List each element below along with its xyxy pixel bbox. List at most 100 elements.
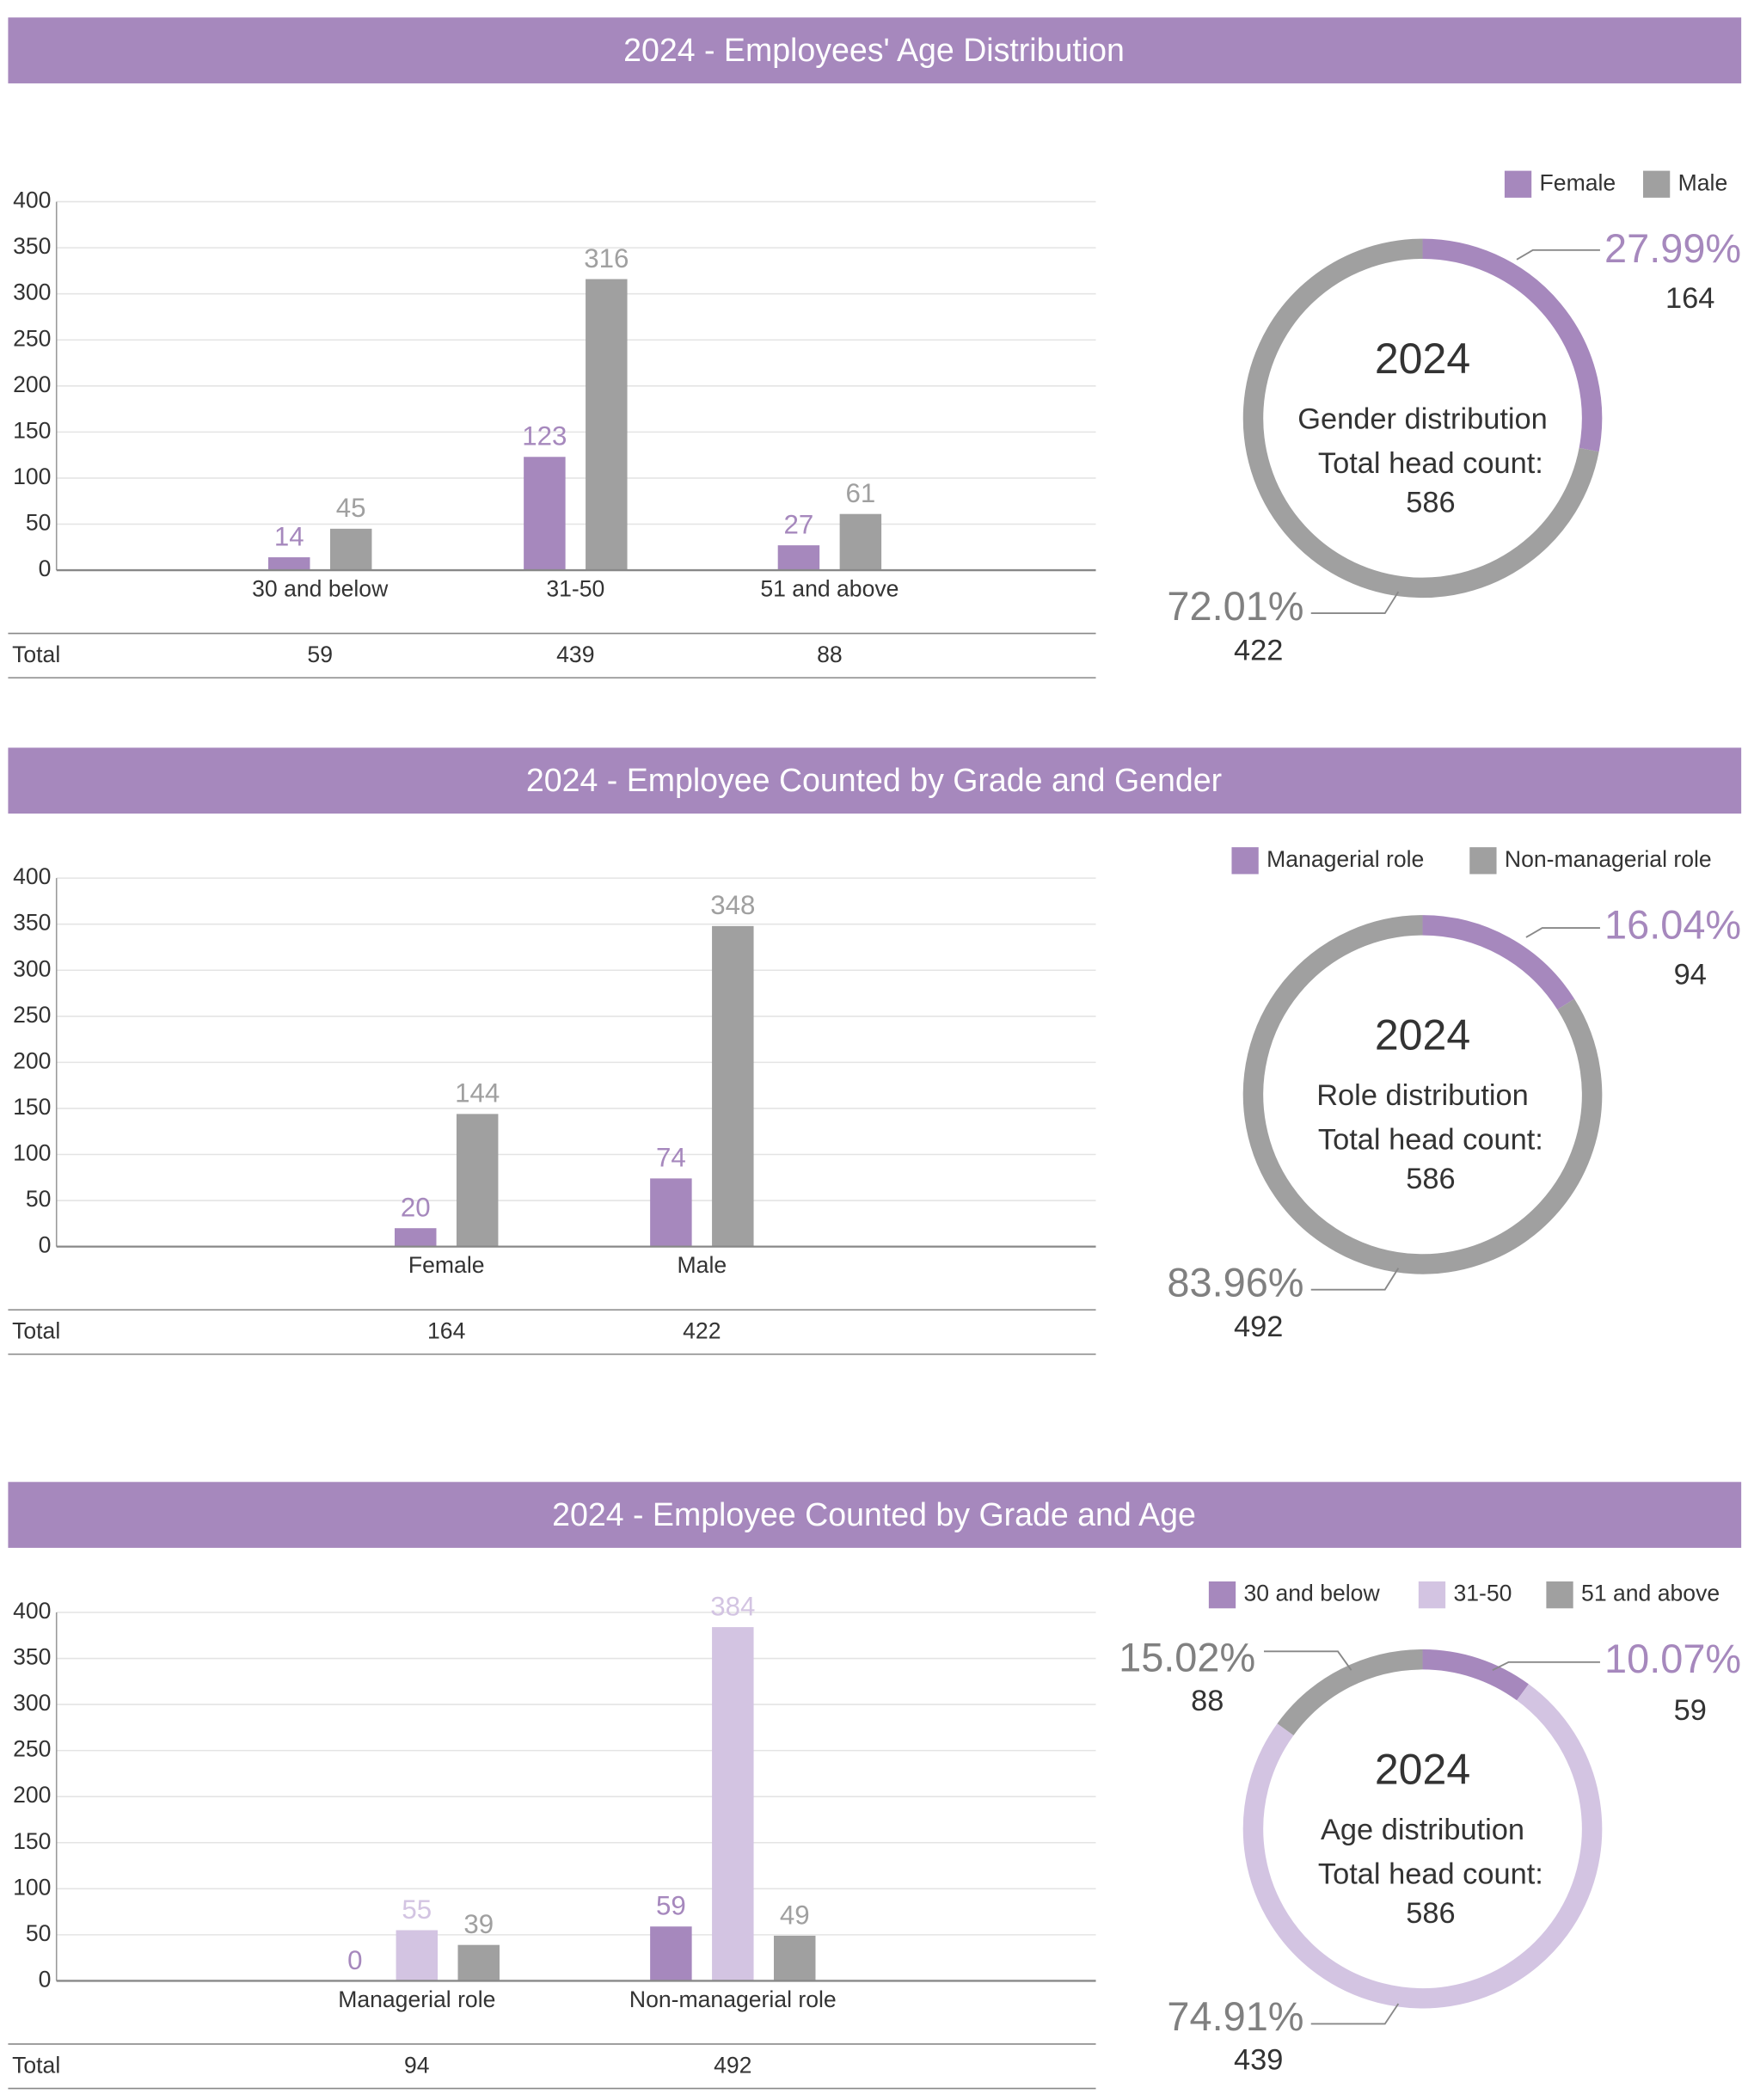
bar-value-label: 61 xyxy=(845,478,875,508)
y-tick-label: 150 xyxy=(13,417,51,443)
center-title: 2024 xyxy=(1375,1745,1470,1793)
bar-value-label: 39 xyxy=(463,1909,494,1939)
section-title: 2024 - Employees' Age Distribution xyxy=(623,32,1125,68)
bar xyxy=(586,279,628,571)
leader-line xyxy=(1525,927,1600,938)
leader-line xyxy=(1310,1268,1400,1291)
bar-value-label: 49 xyxy=(780,1900,810,1930)
percent-label: 83.96% xyxy=(1167,1260,1303,1305)
total-value: 492 xyxy=(714,2053,751,2079)
y-tick-label: 0 xyxy=(39,556,52,581)
bar-value-label: 55 xyxy=(402,1894,432,1925)
bar-value-label: 14 xyxy=(274,521,304,551)
total-value: 88 xyxy=(817,642,843,667)
bar xyxy=(456,1114,499,1247)
legend-swatch xyxy=(1231,847,1259,875)
percent-label: 74.91% xyxy=(1167,1994,1303,2039)
bar xyxy=(650,1926,692,1981)
bar xyxy=(396,1930,439,1981)
section-header xyxy=(8,747,1742,814)
total-value: 94 xyxy=(404,2053,430,2079)
donut-slice xyxy=(1422,915,1575,1010)
center-title: 2024 xyxy=(1375,1010,1470,1059)
legend-swatch xyxy=(1504,170,1532,198)
y-tick-label: 0 xyxy=(39,1232,52,1258)
x-tick-label: Female xyxy=(408,1252,485,1278)
legend-label: Non-managerial role xyxy=(1505,846,1712,872)
total-value: 59 xyxy=(307,642,333,667)
total-value: 439 xyxy=(556,642,594,667)
bar-value-label: 27 xyxy=(784,509,814,539)
y-tick-label: 250 xyxy=(13,325,51,351)
bar-value-label: 74 xyxy=(656,1143,686,1173)
y-tick-label: 150 xyxy=(13,1828,51,1854)
y-tick-label: 100 xyxy=(13,1140,51,1166)
y-tick-label: 250 xyxy=(13,1736,51,1762)
center-label: Age distribution xyxy=(1321,1814,1524,1846)
percent-label: 15.02% xyxy=(1119,1636,1255,1680)
bar-value-label: 0 xyxy=(347,1945,362,1975)
leader-line xyxy=(1492,1661,1600,1672)
bar-value-label: 123 xyxy=(522,421,567,451)
bar-value-label: 384 xyxy=(710,1591,755,1621)
legend-swatch xyxy=(1642,170,1671,198)
y-tick-label: 350 xyxy=(13,233,51,259)
legend-swatch xyxy=(1469,847,1497,875)
bar xyxy=(524,457,566,571)
legend-swatch xyxy=(1546,1581,1573,1609)
x-tick-label: Non-managerial role xyxy=(629,1986,837,2012)
y-tick-label: 50 xyxy=(26,1920,52,1946)
y-tick-label: 300 xyxy=(13,955,51,981)
bar xyxy=(650,1178,692,1247)
donut-slice xyxy=(1422,1649,1529,1701)
x-tick-label: Managerial role xyxy=(338,1986,495,2012)
count-label: 94 xyxy=(1674,958,1707,991)
leader-line xyxy=(1263,1650,1352,1671)
donut-slice xyxy=(1242,1684,1603,2009)
bar xyxy=(395,1228,437,1247)
total-head-label: Total head count: xyxy=(1318,447,1543,480)
y-tick-label: 400 xyxy=(13,1598,51,1624)
y-tick-label: 350 xyxy=(13,1644,51,1670)
section-title: 2024 - Employee Counted by Grade and Gen… xyxy=(526,762,1222,798)
bar xyxy=(329,528,372,571)
y-tick-label: 100 xyxy=(13,464,51,489)
percent-label: 10.07% xyxy=(1604,1636,1741,1681)
total-label: Total xyxy=(12,1318,60,1344)
bar-value-label: 316 xyxy=(584,243,629,273)
count-label: 164 xyxy=(1665,282,1714,315)
bar xyxy=(268,557,310,571)
y-tick-label: 200 xyxy=(13,1047,51,1073)
x-tick-label: 31-50 xyxy=(546,576,604,602)
y-tick-label: 350 xyxy=(13,910,51,936)
legend-label: 51 and above xyxy=(1581,1581,1720,1606)
section-header xyxy=(8,17,1742,83)
bar-value-label: 59 xyxy=(656,1891,686,1921)
total-label: Total xyxy=(12,2053,60,2079)
y-tick-label: 300 xyxy=(13,279,51,305)
y-tick-label: 250 xyxy=(13,1002,51,1028)
x-tick-label: 51 and above xyxy=(760,576,899,602)
bar-value-label: 20 xyxy=(401,1193,431,1223)
total-value: 422 xyxy=(683,1318,721,1344)
y-tick-label: 50 xyxy=(26,1186,52,1212)
count-label: 59 xyxy=(1674,1694,1707,1727)
total-label: Total xyxy=(12,642,60,667)
donut-slice xyxy=(1242,915,1603,1274)
bar-value-label: 144 xyxy=(455,1078,500,1108)
legend-swatch xyxy=(1418,1581,1446,1609)
y-tick-label: 0 xyxy=(39,1966,52,1992)
bar xyxy=(773,1935,816,1981)
count-label: 88 xyxy=(1191,1685,1224,1717)
count-label: 492 xyxy=(1234,1311,1283,1343)
donut-slice xyxy=(1242,238,1599,599)
percent-label: 27.99% xyxy=(1604,226,1741,271)
leader-line xyxy=(1516,249,1600,261)
center-title: 2024 xyxy=(1375,335,1470,383)
bar xyxy=(839,513,882,571)
total-head-value: 586 xyxy=(1406,487,1455,519)
percent-label: 16.04% xyxy=(1604,902,1741,947)
y-tick-label: 200 xyxy=(13,371,51,397)
